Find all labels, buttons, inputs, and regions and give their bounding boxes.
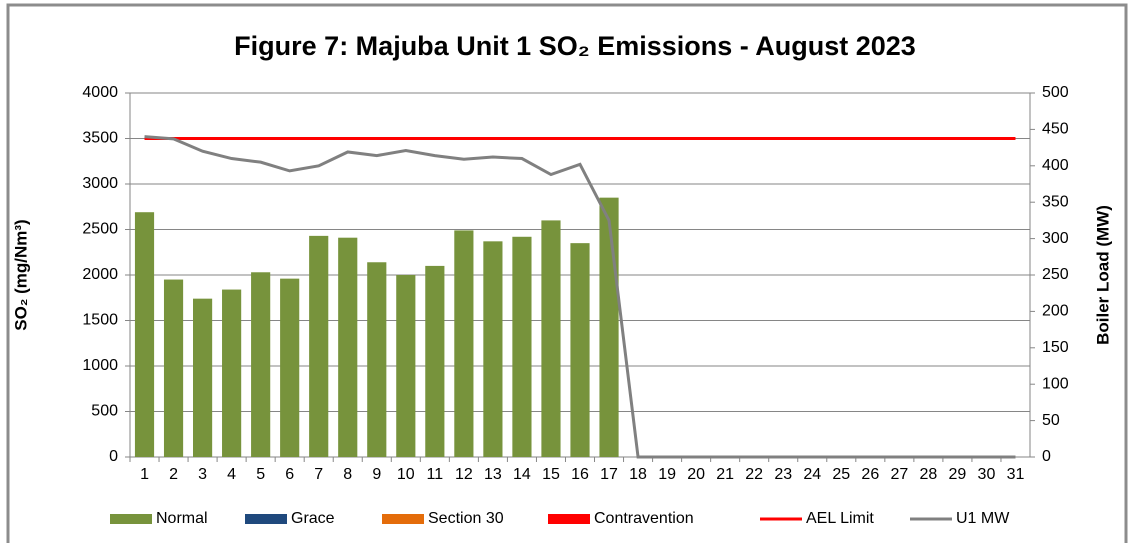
x-tick-label: 9 xyxy=(372,466,381,483)
y2-axis-label: Boiler Load (MW) xyxy=(1093,205,1112,345)
bar xyxy=(425,265,445,457)
bar xyxy=(541,220,561,457)
bar xyxy=(454,230,474,457)
chart-frame xyxy=(6,3,1128,543)
bar xyxy=(222,289,242,457)
bar xyxy=(193,298,213,457)
y-tick-label: 1500 xyxy=(82,312,118,329)
x-tick-label: 7 xyxy=(314,466,323,483)
legend-label: AEL Limit xyxy=(806,510,874,527)
legend-label: Contravention xyxy=(594,510,694,527)
x-tick-label: 27 xyxy=(890,466,908,483)
x-tick-label: 2 xyxy=(169,466,178,483)
x-tick-label: 12 xyxy=(455,466,473,483)
x-tick-label: 19 xyxy=(658,466,676,483)
bar xyxy=(163,279,184,457)
x-tick-label: 25 xyxy=(832,466,850,483)
legend-label: Normal xyxy=(156,510,208,527)
x-tick-label: 6 xyxy=(285,466,294,483)
x-tick-label: 15 xyxy=(542,466,560,483)
x-tick-label: 29 xyxy=(949,466,967,483)
y2-tick-label: 450 xyxy=(1042,121,1069,138)
x-tick-label: 26 xyxy=(861,466,879,483)
y2-tick-label: 100 xyxy=(1042,375,1069,392)
legend-swatch xyxy=(245,514,287,524)
x-tick-label: 30 xyxy=(978,466,996,483)
y-axis-label: SO₂ (mg/Nm³) xyxy=(11,219,30,330)
bar xyxy=(251,272,271,457)
y2-tick-label: 500 xyxy=(1042,84,1069,101)
legend-label: Grace xyxy=(291,510,335,527)
x-tick-label: 11 xyxy=(427,466,444,483)
y-tick-label: 0 xyxy=(109,448,118,465)
bar xyxy=(280,278,300,457)
x-tick-label: 23 xyxy=(774,466,792,483)
y2-tick-label: 300 xyxy=(1042,230,1069,247)
y2-tick-label: 400 xyxy=(1042,157,1069,174)
legend-swatch xyxy=(548,514,590,524)
y-tick-label: 2500 xyxy=(82,221,118,238)
legend-swatch xyxy=(382,514,424,524)
y-tick-label: 3500 xyxy=(82,130,118,147)
bar xyxy=(570,243,590,457)
x-tick-label: 4 xyxy=(227,466,236,483)
bar xyxy=(309,235,329,457)
x-tick-label: 20 xyxy=(687,466,705,483)
y-tick-label: 2000 xyxy=(82,266,118,283)
y2-tick-label: 0 xyxy=(1042,448,1051,465)
x-tick-label: 31 xyxy=(1007,466,1025,483)
x-tick-label: 16 xyxy=(571,466,589,483)
x-tick-label: 13 xyxy=(484,466,502,483)
bar xyxy=(134,212,155,457)
y-tick-label: 4000 xyxy=(82,84,118,101)
y2-tick-label: 150 xyxy=(1042,339,1069,356)
bar xyxy=(512,236,532,457)
y2-tick-label: 50 xyxy=(1042,412,1060,429)
x-tick-label: 21 xyxy=(716,466,734,483)
y2-tick-label: 350 xyxy=(1042,193,1069,210)
y2-tick-label: 200 xyxy=(1042,303,1069,320)
x-tick-label: 17 xyxy=(600,466,618,483)
legend-label: U1 MW xyxy=(956,510,1010,527)
x-tick-label: 14 xyxy=(513,466,531,483)
bar xyxy=(396,275,416,457)
x-tick-label: 18 xyxy=(629,466,647,483)
x-tick-label: 8 xyxy=(343,466,352,483)
y-tick-label: 500 xyxy=(91,403,118,420)
bar xyxy=(483,241,503,457)
bar xyxy=(599,197,619,457)
y-tick-label: 1000 xyxy=(82,357,118,374)
x-tick-label: 22 xyxy=(745,466,763,483)
x-tick-label: 5 xyxy=(256,466,265,483)
legend-swatch xyxy=(110,514,152,524)
x-tick-label: 1 xyxy=(140,466,149,483)
y-tick-label: 3000 xyxy=(82,175,118,192)
legend-label: Section 30 xyxy=(428,510,504,527)
x-tick-label: 28 xyxy=(919,466,937,483)
y2-tick-label: 250 xyxy=(1042,266,1069,283)
x-tick-label: 3 xyxy=(198,466,207,483)
bar xyxy=(367,262,387,457)
x-tick-label: 24 xyxy=(803,466,821,483)
bar xyxy=(338,237,358,457)
x-tick-label: 10 xyxy=(397,466,415,483)
line-series xyxy=(144,135,1016,459)
chart-title: Figure 7: Majuba Unit 1 SO₂ Emissions - … xyxy=(234,31,916,61)
